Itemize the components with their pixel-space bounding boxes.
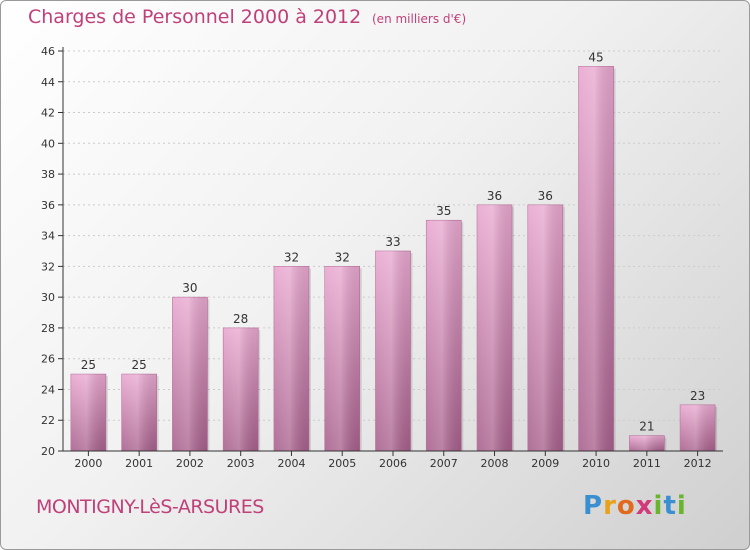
value-label: 36 (538, 189, 553, 203)
x-tick-label: 2009 (531, 457, 559, 470)
y-tick-label: 36 (41, 199, 55, 212)
axes: 20 22 24 26 28 30 32 34 36 38 40 42 44 46 2000 2001 2002… (41, 45, 723, 470)
x-tick-label: 2002 (176, 457, 204, 470)
bar-shine (527, 204, 563, 451)
bar-shine (426, 220, 462, 451)
x-tick-label: 2007 (430, 457, 458, 470)
y-tick-label: 30 (41, 291, 55, 304)
value-label: 30 (182, 281, 197, 295)
value-labels: 25 25 30 28 32 32 33 35 36 36 45 21 23 (81, 50, 706, 433)
logo-letter: o (616, 491, 636, 521)
x-tick-label: 2008 (481, 457, 509, 470)
value-label: 33 (385, 235, 400, 249)
y-tick-label: 22 (41, 414, 55, 427)
y-tick-label: 24 (41, 383, 55, 396)
x-tick-label: 2010 (582, 457, 610, 470)
bar-shine (121, 374, 157, 451)
logo-letter: i (676, 491, 687, 521)
bars (70, 66, 718, 452)
value-label: 25 (81, 358, 96, 372)
chart-title: Charges de Personnel 2000 à 2012 (28, 6, 362, 28)
y-tick-label: 44 (41, 76, 55, 89)
value-label: 21 (639, 420, 654, 434)
value-label: 28 (233, 312, 248, 326)
x-tick-label: 2011 (633, 457, 661, 470)
bar-shine (629, 435, 665, 451)
x-tick-label: 2000 (74, 457, 102, 470)
y-tick-label: 34 (41, 230, 55, 243)
value-label: 32 (284, 250, 299, 264)
commune-name: MONTIGNY-LèS-ARSURES (36, 496, 264, 518)
y-tick-label: 46 (41, 45, 55, 58)
logo-letter: P (583, 491, 604, 521)
bar-shine (172, 297, 208, 451)
value-label: 36 (487, 189, 502, 203)
proxiti-logo: Proxiti (583, 491, 687, 521)
x-tick-label: 2004 (277, 457, 305, 470)
y-tick-label: 28 (41, 322, 55, 335)
bar-shine (578, 66, 614, 451)
value-label: 23 (690, 389, 705, 403)
bar-shine (680, 404, 716, 451)
x-tick-label: 2006 (379, 457, 407, 470)
bar-shine (223, 327, 259, 451)
value-label: 35 (436, 204, 451, 218)
value-label: 25 (132, 358, 147, 372)
value-label: 32 (335, 250, 350, 264)
y-tick-label: 38 (41, 168, 55, 181)
logo-letter: t (663, 491, 677, 521)
logo-letter: r (603, 491, 617, 521)
bar-shine (477, 204, 513, 451)
y-tick-label: 40 (41, 137, 55, 150)
bar-shine (324, 266, 360, 451)
chart-subtitle: (en milliers d'€) (372, 12, 467, 26)
x-tick-label: 2001 (125, 457, 153, 470)
x-tick-label: 2003 (227, 457, 255, 470)
y-tick-label: 32 (41, 260, 55, 273)
x-tick-label: 2005 (328, 457, 356, 470)
y-tick-label: 20 (41, 445, 55, 458)
x-tick-label: 2012 (684, 457, 712, 470)
bar-shine (375, 251, 411, 451)
bar-shine (70, 374, 106, 451)
y-tick-label: 26 (41, 353, 55, 366)
logo-letter: i (653, 491, 664, 521)
value-label: 45 (588, 50, 603, 64)
y-tick-label: 42 (41, 107, 55, 120)
logo-letter: x (635, 491, 654, 521)
bar-shine (273, 266, 309, 451)
